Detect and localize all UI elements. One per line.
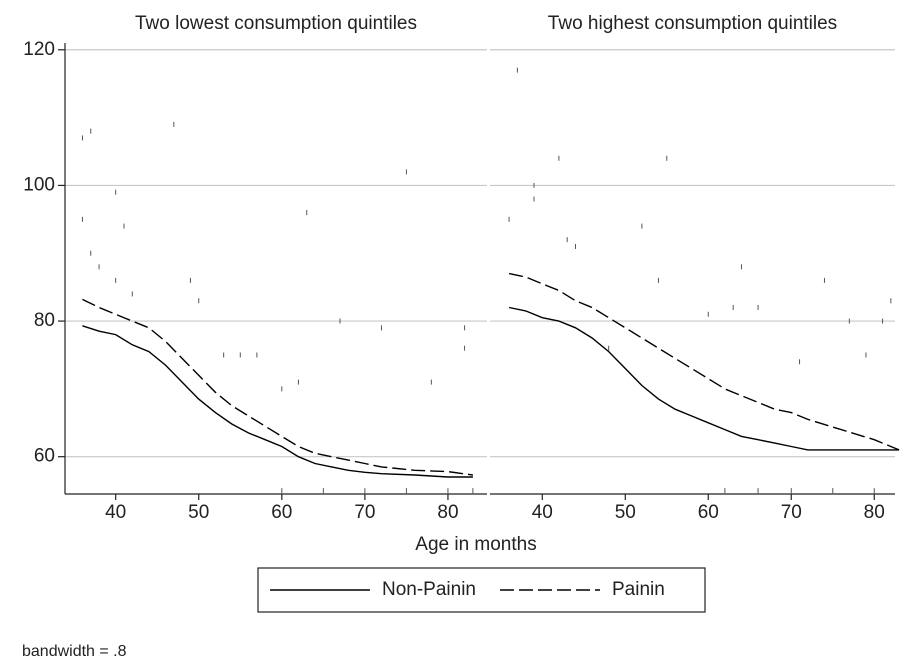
x-tick-label: 70: [781, 502, 802, 523]
panel-title: Two highest consumption quintiles: [548, 13, 837, 34]
x-tick-label: 50: [615, 502, 636, 523]
legend-box: [257, 567, 706, 613]
x-tick-label: 60: [271, 502, 292, 523]
y-tick-label: 120: [23, 39, 55, 60]
x-axis-label: Age in months: [415, 534, 536, 555]
line-series: [82, 298, 473, 476]
x-tick-label: 50: [188, 502, 209, 523]
panel-title: Two lowest consumption quintiles: [135, 13, 417, 34]
line-series: [508, 272, 900, 451]
x-tick-label: 80: [437, 502, 458, 523]
x-tick-label: 60: [698, 502, 719, 523]
x-tick-label: 80: [864, 502, 885, 523]
legend-label: Non-Painin: [382, 579, 476, 600]
x-tick-label: 70: [354, 502, 375, 523]
x-tick-label: 40: [105, 502, 126, 523]
y-tick-label: 80: [34, 310, 55, 331]
line-series: [508, 306, 900, 451]
y-tick-label: 60: [34, 446, 55, 467]
x-tick-label: 40: [532, 502, 553, 523]
line-series: [82, 325, 473, 478]
y-tick-label: 100: [23, 174, 55, 195]
note: bandwidth = .8: [22, 643, 127, 660]
legend-label: Painin: [612, 579, 665, 600]
